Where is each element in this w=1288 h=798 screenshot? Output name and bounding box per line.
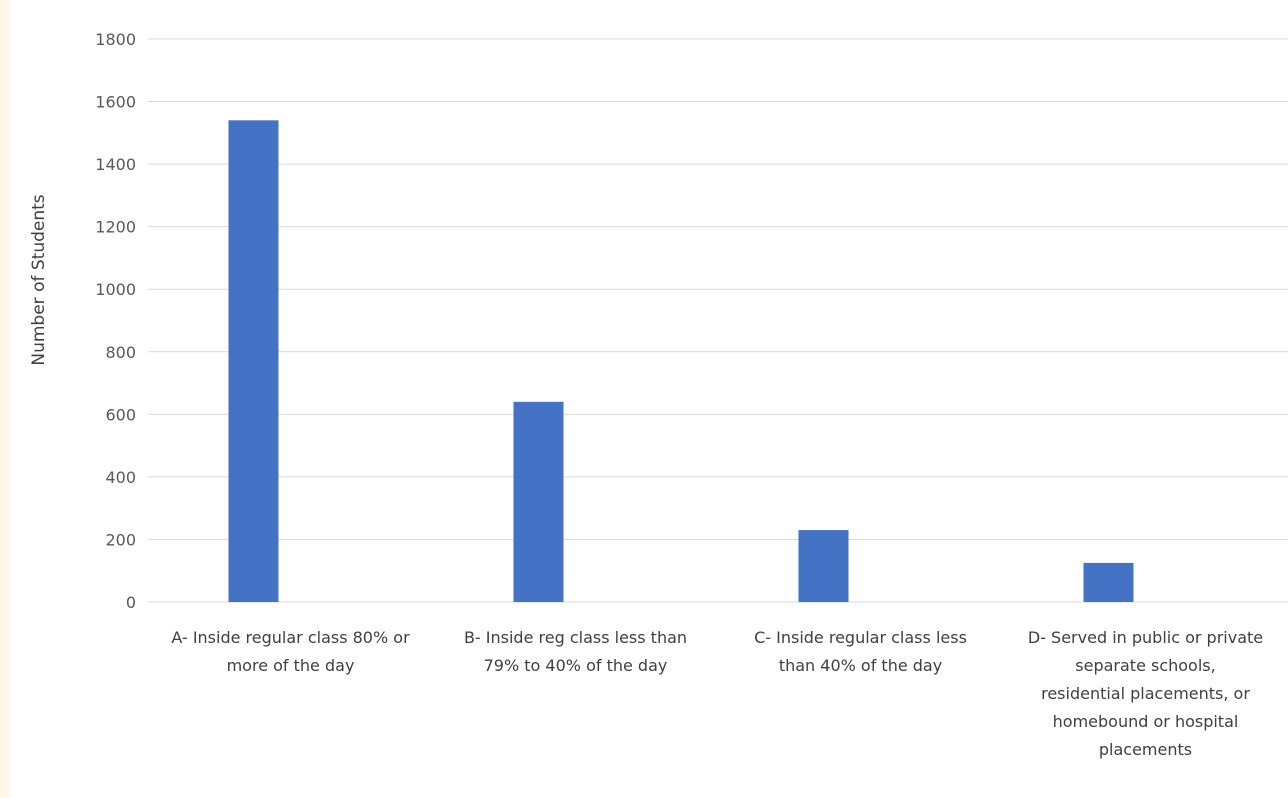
x-category-label-line: A- Inside regular class 80% or	[171, 628, 410, 647]
y-tick-label: 1800	[95, 30, 136, 49]
x-category-label-line: D- Served in public or private	[1028, 628, 1263, 647]
x-category-label-line: placements	[1099, 740, 1192, 759]
y-tick-label: 800	[105, 343, 136, 362]
x-category-label: D- Served in public or private separate s…	[1028, 628, 1263, 759]
bar	[1083, 562, 1134, 602]
x-category-label: A- Inside regular class 80% or more of th…	[171, 628, 410, 675]
x-category-label-line: than 40% of the day	[779, 656, 942, 675]
x-category-label-line: separate schools,	[1075, 656, 1215, 675]
chart-panel: 0 200 400 600 800 1000 1200 1400 1600 1800 A- Ins…	[10, 0, 1288, 798]
y-tick-label: 1600	[95, 93, 136, 112]
gridlines	[148, 38, 1288, 603]
x-category-label-line: homebound or hospital	[1053, 712, 1239, 731]
y-tick-label: 1000	[95, 280, 136, 299]
y-tick-label: 1400	[95, 155, 136, 174]
bar	[228, 120, 279, 603]
bar-chart: 0 200 400 600 800 1000 1200 1400 1600 1800 A- Ins…	[29, 30, 1288, 759]
bar	[798, 530, 849, 602]
bar	[513, 401, 564, 602]
bars	[228, 120, 1134, 603]
y-tick-label: 200	[105, 530, 136, 549]
x-category-label-line: residential placements, or	[1041, 684, 1250, 703]
x-axis-categories: A- Inside regular class 80% or more of th…	[171, 628, 1263, 759]
x-category-label: B- Inside reg class less than 79% to 40% …	[464, 628, 687, 675]
x-category-label: C- Inside regular class less than 40% of …	[754, 628, 967, 675]
y-axis-ticks: 0 200 400 600 800 1000 1200 1400 1600 1800	[95, 30, 136, 612]
y-axis-title: Number of Students	[29, 194, 49, 365]
y-tick-label: 0	[126, 593, 136, 612]
y-tick-label: 1200	[95, 218, 136, 237]
x-category-label-line: B- Inside reg class less than	[464, 628, 687, 647]
x-category-label-line: 79% to 40% of the day	[484, 656, 668, 675]
y-tick-label: 600	[105, 405, 136, 424]
x-category-label-line: C- Inside regular class less	[754, 628, 967, 647]
y-tick-label: 400	[105, 468, 136, 487]
x-category-label-line: more of the day	[227, 656, 355, 675]
